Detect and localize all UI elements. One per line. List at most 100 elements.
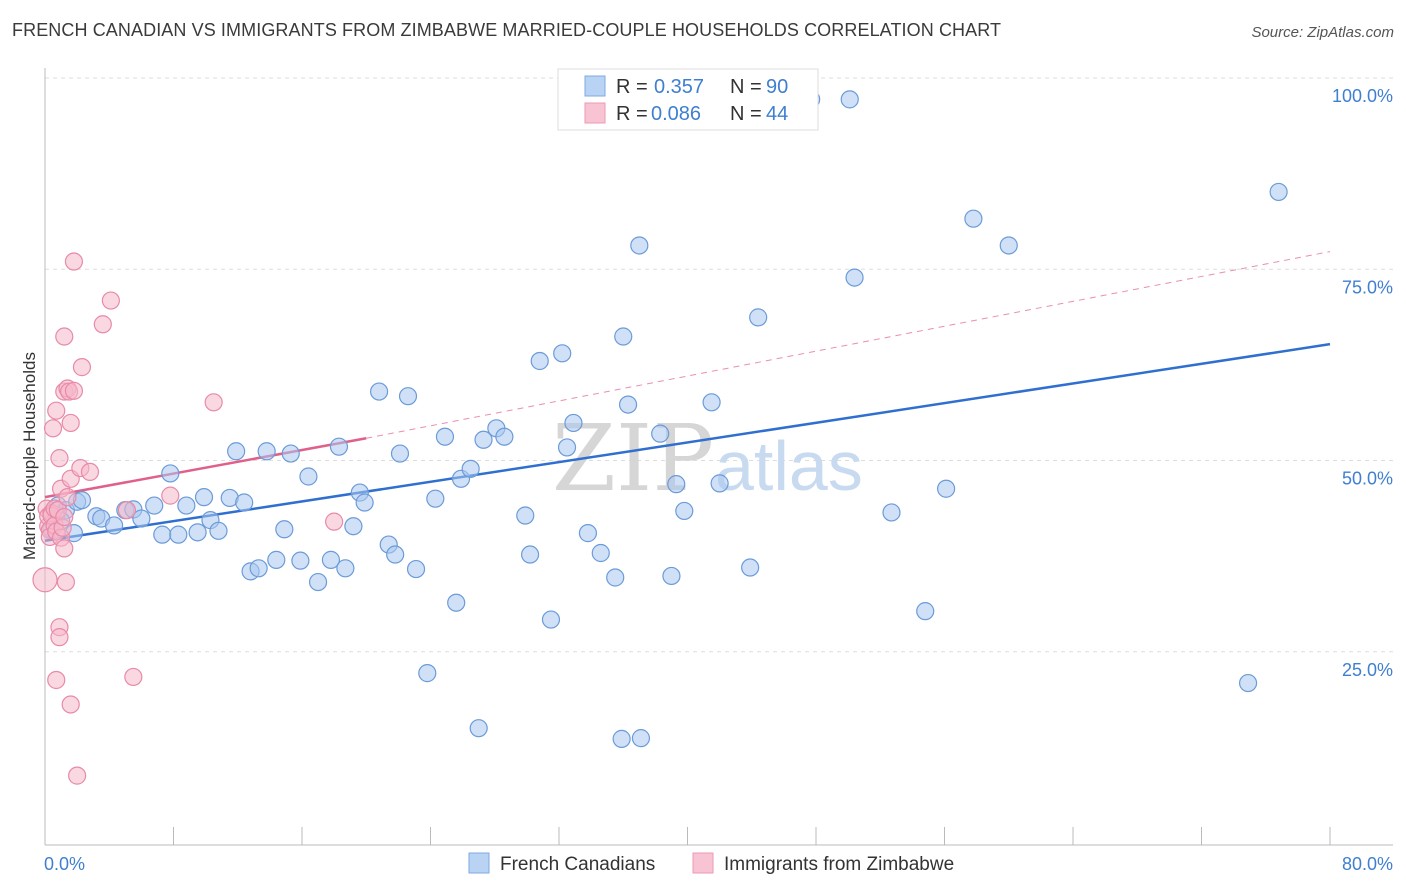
point-french-canadian-68 <box>651 424 670 443</box>
point-zimbabwe-36 <box>72 358 92 377</box>
point-zimbabwe-26 <box>58 488 77 507</box>
legend-n-label-2: N = <box>730 103 762 125</box>
point-french-canadian-16 <box>194 488 214 507</box>
point-french-canadian-64 <box>614 327 633 346</box>
point-zimbabwe-34 <box>68 766 87 785</box>
point-french-canadian-62 <box>606 568 625 587</box>
point-french-canadian-58 <box>557 438 577 457</box>
point-french-canadian-36 <box>355 493 374 512</box>
point-french-canadian-43 <box>418 664 437 683</box>
point-french-canadian-40 <box>390 444 410 463</box>
point-french-canadian-28 <box>291 551 310 570</box>
point-french-canadian-53 <box>516 506 535 525</box>
point-zimbabwe-43 <box>204 393 223 412</box>
point-zimbabwe-31 <box>61 695 80 714</box>
point-french-canadian-20 <box>227 442 246 461</box>
point-french-canadian-33 <box>336 559 355 578</box>
trend-lines <box>44 251 1331 542</box>
point-french-canadian-79 <box>882 503 901 522</box>
legend-swatch-pink <box>584 102 606 124</box>
point-french-canadian-41 <box>398 387 418 406</box>
legend-n-label-1: N = <box>730 76 762 98</box>
point-zimbabwe-44 <box>325 512 344 531</box>
point-zimbabwe-23 <box>55 507 74 527</box>
y-tick-label-75: 75.0% <box>1342 277 1393 297</box>
point-french-canadian-6 <box>104 516 124 535</box>
point-french-canadian-48 <box>461 459 480 478</box>
y-axis-label: Married-couple Households <box>20 352 39 560</box>
point-french-canadian-73 <box>710 474 729 493</box>
point-french-canadian-12 <box>161 464 180 483</box>
stats-legend: R = 0.357 N = 90 R = 0.086 N = 44 <box>557 68 819 131</box>
point-french-canadian-75 <box>749 308 768 327</box>
trend-line-0 <box>44 342 1331 542</box>
point-zimbabwe-42 <box>161 486 180 505</box>
chart-title: FRENCH CANADIAN VS IMMIGRANTS FROM ZIMBA… <box>12 20 1002 40</box>
legend-n-value-2: 44 <box>766 103 788 125</box>
point-zimbabwe-30 <box>61 413 80 433</box>
bottom-legend-swatch-pink <box>692 852 714 874</box>
point-french-canadian-54 <box>520 545 540 564</box>
point-french-canadian-15 <box>188 523 207 542</box>
point-french-canadian-32 <box>329 437 349 456</box>
y-tick-labels: 25.0% 50.0% 75.0% 100.0% <box>1332 86 1393 680</box>
data-points <box>32 90 1288 785</box>
point-french-canadian-49 <box>469 719 488 738</box>
legend-r-value-1: 0.357 <box>654 76 704 98</box>
legend-r-label-1: R = <box>616 76 648 98</box>
point-french-canadian-24 <box>257 442 276 461</box>
point-french-canadian-34 <box>344 517 363 536</box>
point-french-canadian-52 <box>495 427 514 446</box>
point-french-canadian-46 <box>447 593 466 612</box>
point-french-canadian-65 <box>618 395 638 414</box>
y-tick-label-50: 50.0% <box>1342 469 1393 489</box>
point-zimbabwe-32 <box>64 252 84 271</box>
point-french-canadian-10 <box>145 496 164 515</box>
point-french-canadian-69 <box>662 566 681 586</box>
point-french-canadian-31 <box>321 550 341 569</box>
point-french-canadian-67 <box>631 729 651 748</box>
point-french-canadian-9 <box>132 509 151 528</box>
point-french-canadian-18 <box>209 521 228 540</box>
point-french-canadian-37 <box>370 382 389 401</box>
point-french-canadian-29 <box>299 467 318 486</box>
y-tick-label-100: 100.0% <box>1332 86 1393 106</box>
x-tick-max: 80.0% <box>1342 854 1393 874</box>
point-french-canadian-82 <box>964 209 983 228</box>
point-french-canadian-66 <box>630 236 649 255</box>
point-french-canadian-77 <box>840 90 859 109</box>
point-zimbabwe-25 <box>56 572 75 592</box>
point-zimbabwe-13 <box>47 670 66 690</box>
x-tick-min: 0.0% <box>44 854 85 874</box>
y-tick-label-25: 25.0% <box>1342 660 1393 680</box>
trend-dashed-1 <box>366 251 1331 439</box>
point-zimbabwe-39 <box>101 291 120 310</box>
point-french-canadian-27 <box>281 444 300 463</box>
point-zimbabwe-17 <box>50 449 69 468</box>
point-french-canadian-80 <box>916 602 935 621</box>
point-zimbabwe-41 <box>124 667 143 687</box>
bottom-legend: French Canadians Immigrants from Zimbabw… <box>468 852 954 875</box>
bottom-legend-label-2: Immigrants from Zimbabwe <box>724 854 954 875</box>
point-zimbabwe-12 <box>47 401 66 420</box>
legend-n-value-1: 90 <box>766 76 788 98</box>
point-french-canadian-56 <box>541 610 561 629</box>
source-label: Source: ZipAtlas.com <box>1251 24 1394 41</box>
point-zimbabwe-22 <box>55 539 74 558</box>
point-zimbabwe-38 <box>93 315 112 334</box>
point-zimbabwe-21 <box>55 327 74 346</box>
point-french-canadian-50 <box>474 430 493 449</box>
point-french-canadian-71 <box>675 501 694 521</box>
point-french-canadian-63 <box>612 729 631 748</box>
legend-r-value-2: 0.086 <box>651 103 701 125</box>
point-zimbabwe-33 <box>64 381 84 400</box>
bottom-legend-label-1: French Canadians <box>500 854 655 875</box>
point-zimbabwe-37 <box>80 462 100 482</box>
point-french-canadian-60 <box>578 524 598 543</box>
point-zimbabwe-8 <box>43 419 63 438</box>
point-french-canadian-85 <box>1269 182 1288 202</box>
bottom-legend-swatch-blue <box>468 852 490 874</box>
point-french-canadian-83 <box>999 236 1018 255</box>
point-french-canadian-42 <box>406 559 426 579</box>
